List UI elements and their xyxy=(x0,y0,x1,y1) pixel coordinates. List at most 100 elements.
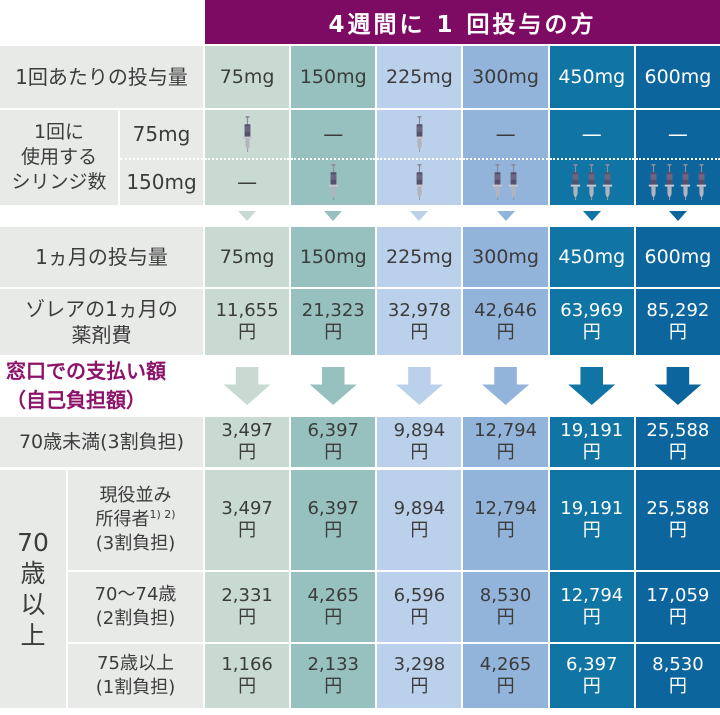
syringe-count-cell xyxy=(549,157,634,205)
small-triangle-icon xyxy=(410,211,429,221)
syringe-75mg-row-label: 75mg xyxy=(120,110,203,158)
copay-arrow-strip: 窓口での支払い額 （自己負担額） xyxy=(0,355,720,417)
cost-cell: 19,191 円 xyxy=(549,417,634,467)
cost-cell: 12,794 円 xyxy=(549,572,634,642)
cost-cell: 4,265 円 xyxy=(291,572,376,642)
syringe-icon xyxy=(492,164,503,201)
down-arrow-icon xyxy=(223,367,271,405)
active-income-label: 現役並み 所得者1) 2) (3割負担) xyxy=(68,470,203,570)
cost-cell: 6,397 円 xyxy=(291,417,376,467)
down-arrow-icon xyxy=(654,367,702,405)
syringe-icon xyxy=(414,115,425,152)
small-triangle-icon xyxy=(582,211,601,221)
syringe-icon xyxy=(697,164,707,201)
monthly-cost-row: ゾレアの1ヵ月の 薬剤費 11,655 円 21,323 円 32,978 円 42,… xyxy=(0,289,720,355)
syringe-icon xyxy=(414,164,425,201)
small-triangle-icon xyxy=(668,211,687,221)
syringe-icon xyxy=(328,164,338,201)
syringe-icon xyxy=(649,164,659,201)
syringe-count-cell xyxy=(377,110,462,158)
age75-over-label: 75歳以上 (1割負担) xyxy=(68,644,203,708)
copay-label-line: 窓口での支払い額 xyxy=(6,359,166,383)
down-arrow-icon xyxy=(482,367,530,405)
cost-cell: 3,497 円 xyxy=(205,417,290,467)
small-triangle-icon xyxy=(496,211,515,221)
cost-cell: 2,331 円 xyxy=(205,572,290,642)
copay-label-line: （自己負担額） xyxy=(6,388,146,412)
cost-cell: 12,794 円 xyxy=(463,470,548,570)
cost-cell: 63,969 円 xyxy=(549,289,634,355)
cost-cell: 2,133 円 xyxy=(291,644,376,708)
down-arrow-icon xyxy=(309,367,357,405)
syringe-icon xyxy=(508,164,519,201)
cost-cell: 19,191 円 xyxy=(549,470,634,570)
monthly-dose-value: 150mg xyxy=(291,227,376,287)
monthly-dose-value: 600mg xyxy=(635,227,720,287)
triangle-strip xyxy=(0,205,720,227)
per-dose-value: 225mg xyxy=(377,46,462,108)
per-dose-value: 450mg xyxy=(549,46,634,108)
cost-cell: 6,397 円 xyxy=(291,470,376,570)
per-dose-value: 300mg xyxy=(463,46,548,108)
syringe-count-section: 1回に 使用する シリンジ数 75mg — — — — 150mg — xyxy=(0,110,720,205)
syringe-count-cell: — xyxy=(205,157,290,205)
cost-cell: 3,298 円 xyxy=(377,644,462,708)
syringe-label-line: 使用する xyxy=(20,146,97,169)
syringe-label-line: シリンジ数 xyxy=(11,170,107,193)
syringe-label-line: 1回に xyxy=(33,121,85,144)
per-dose-value: 600mg xyxy=(635,46,720,108)
syringe-icon xyxy=(603,164,613,201)
syringe-count-cell xyxy=(291,157,376,205)
syringe-count-cell xyxy=(463,157,548,205)
monthly-dose-label: 1ヵ月の投与量 xyxy=(0,227,203,287)
cost-cell: 11,655 円 xyxy=(205,289,290,355)
cost-cell: 4,265 円 xyxy=(463,644,548,708)
cost-cell: 32,978 円 xyxy=(377,289,462,355)
per-dose-row: 1回あたりの投与量 75mg 150mg 225mg 300mg 450mg 6… xyxy=(0,46,720,108)
age70-74-label: 70〜74歳 (2割負担) xyxy=(68,572,203,642)
syringe-count-cell xyxy=(635,157,720,205)
syringe-icon xyxy=(665,164,675,201)
cost-cell: 21,323 円 xyxy=(291,289,376,355)
syringe-icon xyxy=(242,115,252,152)
small-triangle-icon xyxy=(324,211,343,221)
cost-cell: 9,894 円 xyxy=(377,417,462,467)
header-row: 4週間に 1 回投与の方 xyxy=(0,0,720,44)
syringe-count-cell xyxy=(205,110,290,158)
footnote-marker: 1) 2) xyxy=(149,507,176,521)
syringe-count-label: 1回に 使用する シリンジ数 xyxy=(0,110,118,205)
header-corner-spacer xyxy=(0,0,203,44)
cost-cell: 3,497 円 xyxy=(205,470,290,570)
syringe-icon xyxy=(571,164,581,201)
cost-cell: 1,166 円 xyxy=(205,644,290,708)
monthly-dose-value: 225mg xyxy=(377,227,462,287)
cost-cell: 17,059 円 xyxy=(635,572,720,642)
cost-cell: 85,292 円 xyxy=(635,289,720,355)
cost-cell: 12,794 円 xyxy=(463,417,548,467)
per-dose-value: 75mg xyxy=(205,46,290,108)
cost-cell: 6,596 円 xyxy=(377,572,462,642)
monthly-cost-label-line: 薬剤費 xyxy=(71,323,132,347)
cost-cell: 6,397 円 xyxy=(549,644,634,708)
syringe-count-cell: — xyxy=(549,110,634,158)
syringe-count-cell: — xyxy=(463,110,548,158)
monthly-dose-value: 300mg xyxy=(463,227,548,287)
cost-cell: 8,530 円 xyxy=(463,572,548,642)
syringe-icon xyxy=(587,164,597,201)
syringe-count-cell xyxy=(377,157,462,205)
syringe-icon xyxy=(681,164,691,201)
monthly-cost-label-line: ゾレアの1ヵ月の xyxy=(25,297,178,321)
monthly-cost-label: ゾレアの1ヵ月の 薬剤費 xyxy=(0,289,203,355)
copay-label: 窓口での支払い額 （自己負担額） xyxy=(0,357,203,415)
monthly-dose-row: 1ヵ月の投与量 75mg 150mg 225mg 300mg 450mg 600… xyxy=(0,227,720,287)
cost-cell: 8,530 円 xyxy=(635,644,720,708)
cost-cell: 42,646 円 xyxy=(463,289,548,355)
down-arrow-icon xyxy=(568,367,616,405)
under70-row: 70歳未満(3割負担) 3,497 円 6,397 円 9,894 円 12,794 円… xyxy=(0,417,720,467)
down-arrow-icon xyxy=(395,367,443,405)
monthly-dose-value: 450mg xyxy=(549,227,634,287)
cost-cell: 25,588 円 xyxy=(635,470,720,570)
table-title: 4週間に 1 回投与の方 xyxy=(205,0,720,44)
syringe-count-cell: — xyxy=(635,110,720,158)
